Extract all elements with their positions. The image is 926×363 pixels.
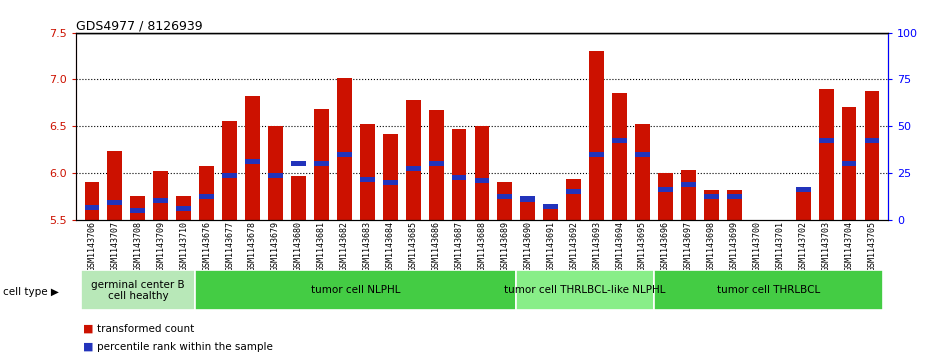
Bar — [268, 173, 283, 178]
Bar — [222, 122, 237, 220]
Bar — [727, 194, 742, 199]
Bar — [704, 194, 719, 199]
Bar — [84, 182, 99, 220]
Bar — [865, 138, 880, 143]
Bar — [131, 196, 145, 220]
Bar — [497, 194, 512, 199]
Text: tumor cell THRLBCL-like NLPHL: tumor cell THRLBCL-like NLPHL — [505, 285, 666, 295]
Bar — [658, 187, 673, 192]
Bar — [773, 220, 788, 249]
Bar — [337, 152, 352, 157]
Bar — [314, 109, 329, 220]
Text: ■: ■ — [83, 323, 94, 334]
Bar — [429, 161, 444, 166]
Bar — [544, 207, 558, 220]
Bar — [750, 247, 765, 252]
Bar — [154, 198, 169, 204]
Bar — [842, 107, 857, 220]
Bar — [544, 204, 558, 209]
Text: transformed count: transformed count — [97, 323, 194, 334]
Bar — [704, 190, 719, 220]
Bar — [589, 152, 604, 157]
Text: percentile rank within the sample: percentile rank within the sample — [97, 342, 273, 352]
Bar — [474, 126, 490, 220]
Text: tumor cell NLPHL: tumor cell NLPHL — [311, 285, 401, 295]
Bar — [222, 173, 237, 178]
Bar — [406, 166, 420, 171]
Bar — [107, 200, 122, 205]
Bar — [406, 100, 420, 220]
Bar — [773, 247, 788, 252]
Text: cell type ▶: cell type ▶ — [3, 287, 58, 297]
Bar — [337, 78, 352, 220]
Bar — [382, 134, 397, 220]
Bar — [154, 171, 169, 220]
Bar — [360, 177, 375, 182]
Text: GDS4977 / 8126939: GDS4977 / 8126939 — [76, 20, 203, 33]
Bar — [84, 205, 99, 210]
Bar — [681, 170, 696, 220]
Bar — [658, 173, 673, 220]
Text: germinal center B
cell healthy: germinal center B cell healthy — [91, 280, 184, 301]
Bar — [635, 124, 650, 220]
Bar — [291, 161, 306, 166]
Bar — [382, 180, 397, 185]
Bar — [635, 152, 650, 157]
Bar — [612, 93, 627, 220]
Bar — [727, 190, 742, 220]
Bar — [497, 182, 512, 220]
Bar — [567, 179, 582, 220]
Bar — [314, 161, 329, 166]
Bar — [429, 110, 444, 220]
Bar — [612, 138, 627, 143]
Bar — [474, 178, 490, 183]
Bar — [452, 129, 467, 220]
Bar — [268, 126, 283, 220]
Bar — [795, 187, 810, 192]
Bar — [842, 161, 857, 166]
Bar — [107, 151, 122, 220]
Bar — [819, 89, 833, 220]
Bar — [176, 206, 191, 211]
Bar — [199, 194, 214, 199]
Bar — [795, 190, 810, 220]
Text: ■: ■ — [83, 342, 94, 352]
Bar — [819, 138, 833, 143]
Bar — [865, 91, 880, 220]
Bar — [245, 96, 260, 220]
Bar — [360, 124, 375, 220]
Bar — [681, 182, 696, 187]
Bar — [131, 208, 145, 213]
Bar — [199, 166, 214, 220]
Bar — [567, 189, 582, 194]
Bar — [176, 196, 191, 220]
Bar — [750, 220, 765, 249]
Bar — [291, 176, 306, 220]
Bar — [195, 270, 517, 310]
Bar — [520, 196, 535, 201]
Bar — [81, 270, 195, 310]
Bar — [452, 175, 467, 180]
Bar — [245, 159, 260, 164]
Bar — [517, 270, 654, 310]
Bar — [520, 199, 535, 220]
Bar — [589, 52, 604, 220]
Bar — [654, 270, 883, 310]
Text: tumor cell THRLBCL: tumor cell THRLBCL — [717, 285, 820, 295]
